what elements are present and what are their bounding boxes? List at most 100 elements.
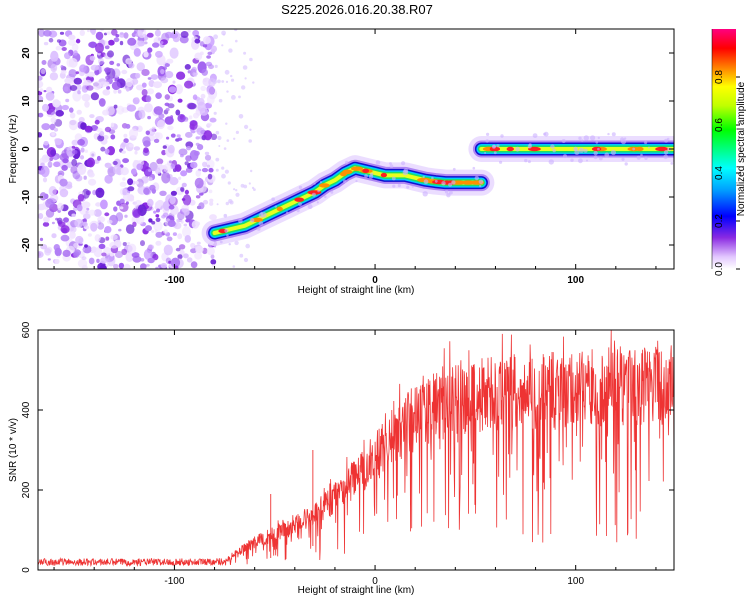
noise-blob	[43, 90, 47, 93]
signal-speckle	[552, 148, 556, 153]
noise-blob	[187, 70, 191, 74]
noise-blob	[207, 173, 213, 180]
noise-blob	[45, 198, 54, 208]
signal-track-1	[201, 155, 495, 248]
signal-speckle	[548, 159, 554, 165]
signal-speckle	[392, 184, 396, 188]
noise-blob	[76, 204, 83, 212]
noise-speckle	[226, 90, 229, 93]
noise-blob	[109, 60, 115, 65]
snr-xtick-label: 100	[567, 576, 584, 587]
noise-blob	[134, 150, 138, 155]
signal-track-2	[468, 131, 674, 166]
noise-blob	[38, 132, 43, 138]
noise-blob	[177, 98, 183, 103]
noise-speckle	[221, 166, 225, 170]
noise-speckle	[235, 189, 238, 192]
noise-blob	[127, 186, 135, 192]
noise-blob	[187, 103, 197, 110]
noise-blob	[164, 149, 169, 155]
noise-blob	[185, 218, 191, 223]
noise-blob	[38, 80, 44, 89]
signal-speckle	[298, 185, 303, 190]
noise-blob	[200, 85, 207, 91]
noise-blob	[136, 163, 143, 171]
noise-blob	[50, 50, 59, 62]
signal-speckle	[623, 137, 627, 140]
noise-blob	[92, 81, 102, 91]
noise-blob	[169, 47, 179, 59]
noise-blob	[64, 77, 73, 84]
snr-xtick-label: 0	[372, 576, 378, 587]
noise-blob	[137, 40, 145, 47]
noise-blob	[69, 112, 76, 119]
noise-blob	[177, 233, 183, 240]
signal-speckle	[583, 135, 589, 141]
noise-blob	[71, 43, 79, 52]
signal-speckle	[474, 175, 479, 181]
noise-blob	[107, 39, 115, 46]
noise-blob	[148, 128, 156, 136]
noise-blob	[151, 220, 156, 225]
noise-blob	[76, 84, 82, 91]
noise-blob	[206, 55, 212, 59]
signal-speckle	[590, 135, 596, 141]
signal-speckle	[431, 176, 434, 180]
noise-blob	[185, 131, 193, 138]
signal-speckle	[496, 144, 500, 148]
noise-blob	[210, 259, 217, 265]
noise-blob	[155, 231, 163, 238]
noise-speckle	[252, 81, 255, 84]
noise-blob	[169, 177, 179, 186]
noise-blob	[68, 119, 79, 131]
noise-blob	[81, 93, 91, 102]
noise-blob	[202, 199, 209, 205]
noise-blob	[113, 89, 117, 94]
noise-blob	[202, 44, 208, 48]
noise-blob	[97, 222, 105, 230]
spectrogram-y-axis-title: Frequency (Hz)	[8, 115, 19, 184]
colorbar-tick-label: 0.2	[714, 214, 725, 228]
noise-speckle	[235, 39, 238, 43]
noise-blob	[107, 219, 113, 224]
snr-series-line	[38, 330, 674, 568]
noise-blob	[69, 231, 76, 239]
noise-blob	[176, 71, 186, 80]
noise-blob	[155, 167, 162, 175]
noise-blob	[192, 30, 200, 37]
noise-blob	[54, 138, 60, 142]
noise-blob	[47, 258, 51, 261]
noise-speckle	[230, 78, 235, 82]
noise-blob	[155, 266, 159, 269]
signal-peak	[294, 197, 305, 202]
noise-blob	[110, 122, 115, 128]
signal-peak	[380, 172, 387, 178]
snr-ytick-label: 0	[21, 567, 32, 573]
noise-blob	[77, 90, 81, 95]
noise-blob	[147, 244, 155, 250]
noise-blob	[86, 29, 90, 33]
noise-blob	[169, 32, 178, 39]
noise-blob	[194, 177, 204, 189]
noise-speckle	[221, 173, 226, 179]
noise-blob	[136, 62, 145, 72]
noise-blob	[45, 208, 55, 218]
noise-blob	[161, 149, 167, 156]
noise-blob	[163, 229, 169, 234]
noise-blob	[73, 251, 80, 258]
noise-speckle	[238, 95, 241, 99]
signal-speckle	[644, 140, 648, 145]
noise-blob	[86, 85, 94, 91]
noise-blob	[120, 168, 124, 172]
noise-blob	[95, 42, 104, 54]
noise-blob	[43, 41, 49, 46]
snr-ytick-label: 400	[21, 401, 32, 418]
noise-blob	[88, 257, 95, 265]
signal-peak	[362, 168, 370, 173]
signal-speckle	[256, 227, 261, 231]
noise-blob	[153, 220, 163, 232]
signal-speckle	[573, 146, 578, 152]
noise-blob	[102, 109, 110, 116]
spectrogram-plot-area	[38, 29, 674, 269]
noise-speckle	[215, 157, 220, 162]
